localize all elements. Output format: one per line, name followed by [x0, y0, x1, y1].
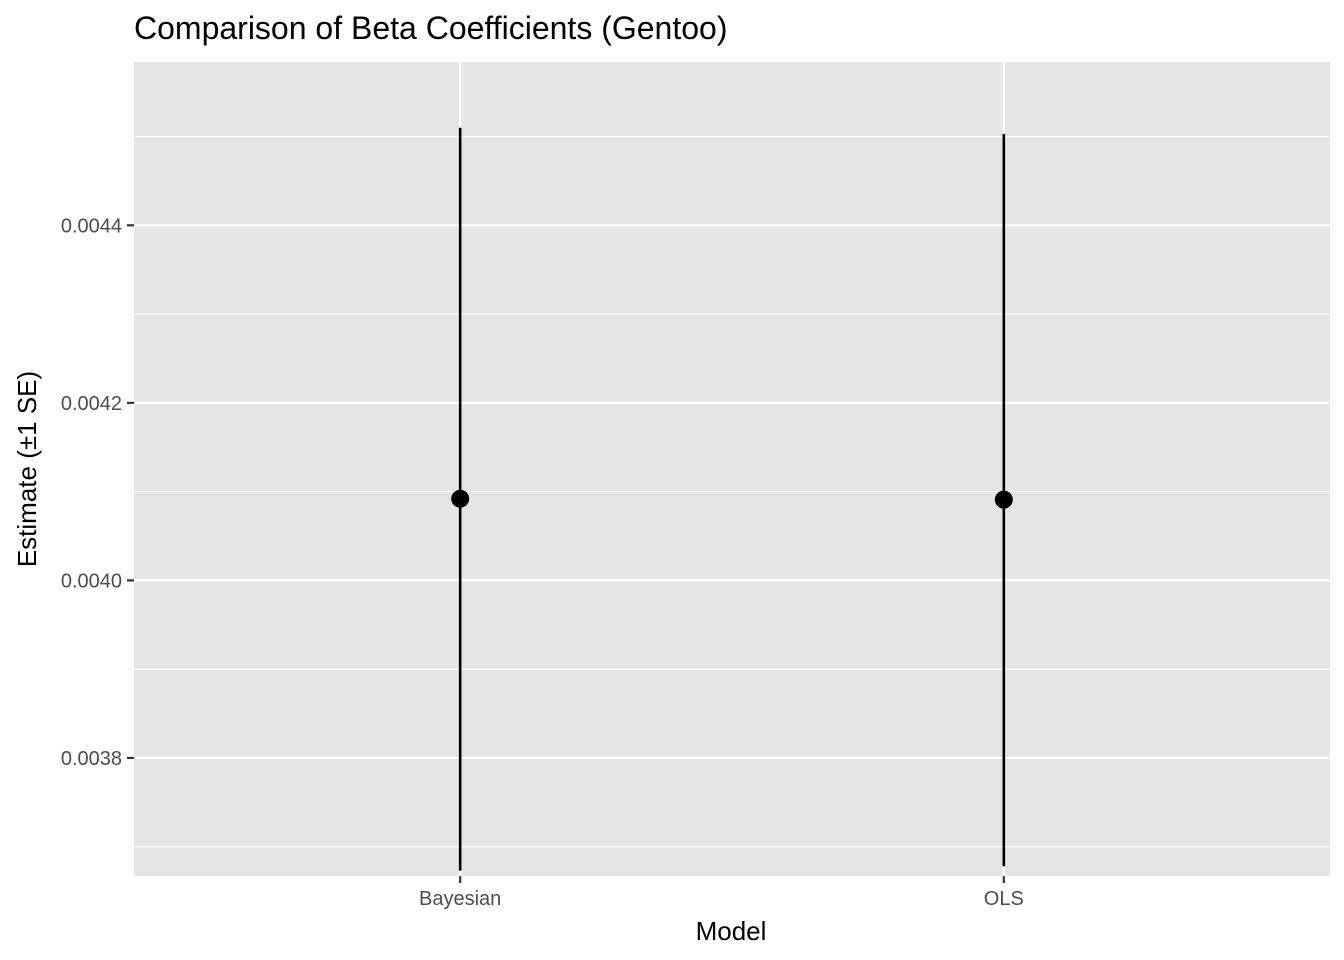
- estimate-point-bayesian: [451, 489, 470, 508]
- y-tick-label: 0.0042: [61, 393, 122, 415]
- x-tick-label: Bayesian: [419, 888, 501, 910]
- y-tick-label: 0.0044: [61, 215, 122, 237]
- estimate-points: [451, 489, 1013, 509]
- x-axis: Bayesian OLS: [419, 876, 1024, 910]
- estimate-point-ols: [994, 490, 1013, 509]
- y-tick-label: 0.0038: [61, 748, 122, 770]
- plot-panel: [134, 62, 1330, 876]
- x-tick-label: OLS: [984, 888, 1024, 910]
- y-axis: 0.0038 0.0040 0.0042 0.0044: [61, 215, 134, 770]
- y-tick-label: 0.0040: [61, 570, 122, 592]
- y-axis-title: Estimate (±1 SE): [12, 371, 42, 567]
- minor-gridlines: [134, 136, 1330, 848]
- x-axis-title: Model: [696, 916, 767, 946]
- chart-title: Comparison of Beta Coefficients (Gentoo): [134, 10, 727, 46]
